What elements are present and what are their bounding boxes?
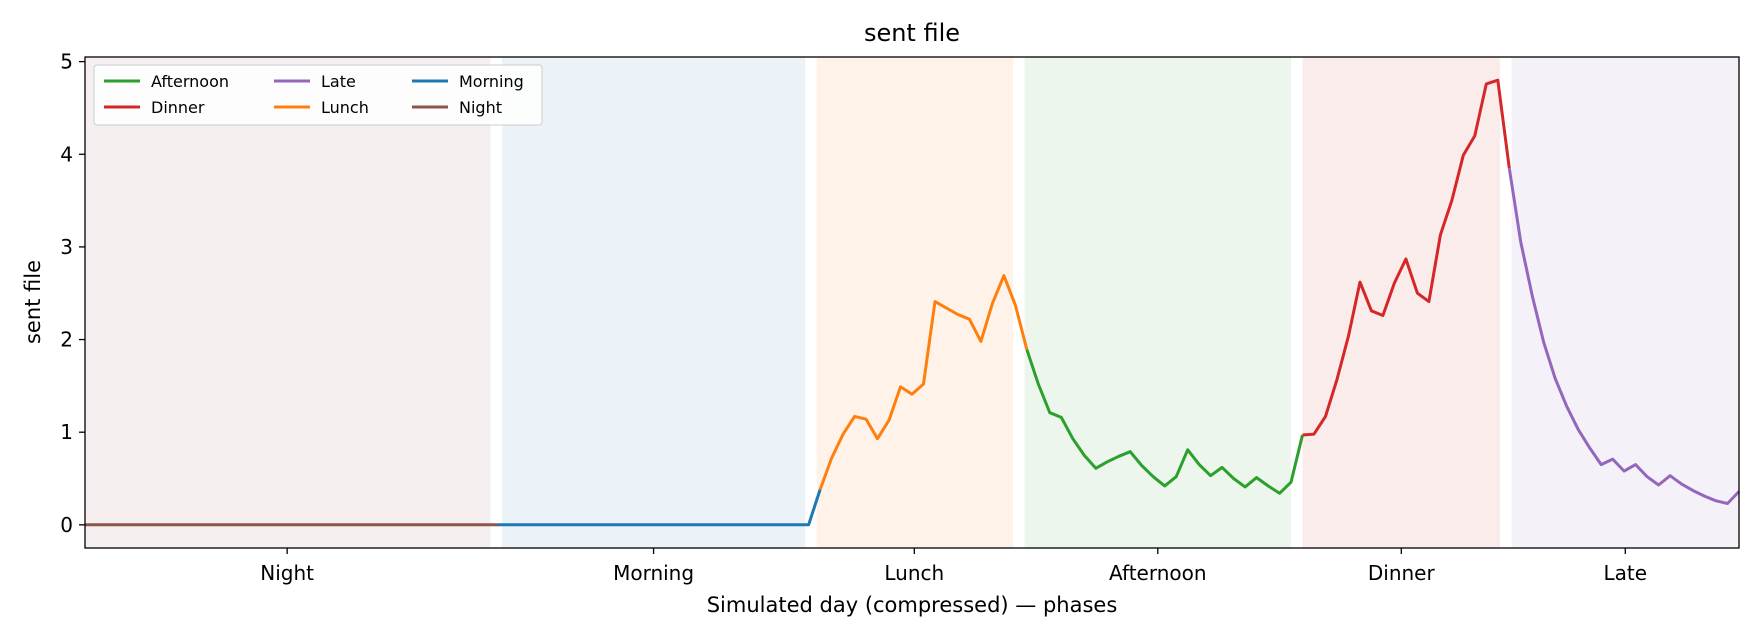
legend-label-dinner: Dinner	[151, 98, 205, 117]
legend-label-afternoon: Afternoon	[151, 72, 229, 91]
x-tick-label-dinner: Dinner	[1368, 561, 1436, 585]
x-tick-label-morning: Morning	[613, 561, 694, 585]
y-axis-label: sent file	[21, 260, 45, 344]
chart-title: sent file	[864, 19, 960, 47]
series-lines	[85, 78, 1741, 527]
series-line-morning	[498, 489, 822, 527]
y-axis: 0 1 2 3 4 5	[60, 50, 85, 537]
y-tick-label: 4	[60, 142, 73, 166]
plot-frame	[84, 56, 1740, 549]
x-axis: Night Morning Lunch Afternoon Dinner Late	[260, 548, 1647, 585]
x-tick-label-night: Night	[260, 561, 314, 585]
y-tick-label: 5	[60, 50, 73, 74]
legend-label-morning: Morning	[459, 72, 524, 91]
phase-band-lunch	[816, 57, 1014, 548]
series-line-lunch	[818, 274, 1029, 491]
phase-band-dinner	[1302, 57, 1501, 548]
legend: Afternoon Dinner Late Lunch Morning Night	[93, 64, 543, 126]
legend-label-lunch: Lunch	[321, 98, 369, 117]
legend-label-late: Late	[321, 72, 356, 91]
y-tick-label: 1	[60, 420, 73, 444]
phase-band-night	[85, 57, 491, 548]
phase-band-afternoon	[1024, 57, 1292, 548]
x-tick-label-afternoon: Afternoon	[1109, 561, 1207, 585]
phase-band-late	[1511, 57, 1739, 548]
phase-bands	[85, 57, 1739, 548]
series-line-afternoon	[1025, 349, 1304, 495]
series-line-dinner	[1302, 78, 1511, 437]
x-tick-label-late: Late	[1604, 561, 1648, 585]
y-tick-label: 0	[60, 513, 73, 537]
phase-band-morning	[501, 57, 806, 548]
y-tick-label: 3	[60, 235, 73, 259]
x-axis-label: Simulated day (compressed) — phases	[707, 593, 1118, 617]
series-line-late	[1507, 167, 1741, 505]
y-tick-label: 2	[60, 328, 73, 352]
x-tick-label-lunch: Lunch	[884, 561, 944, 585]
legend-label-night: Night	[459, 98, 502, 117]
